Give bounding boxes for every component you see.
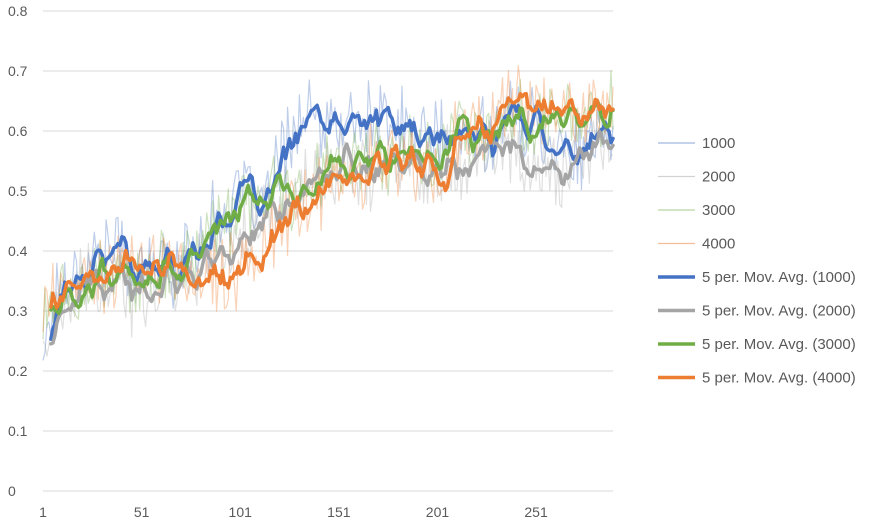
series-line-1000 bbox=[42, 79, 614, 361]
legend-label: 3000 bbox=[702, 202, 735, 219]
legend-label: 2000 bbox=[702, 169, 735, 186]
y-tick-label: 0.5 bbox=[8, 183, 28, 199]
legend: 1000 2000 3000 4000 5 per. Mov. Avg. (1000) 5… bbox=[658, 135, 856, 387]
legend-label: 5 per. Mov. Avg. (3000) bbox=[702, 336, 856, 353]
legend-label: 5 per. Mov. Avg. (2000) bbox=[702, 303, 856, 320]
y-tick-label: 0.4 bbox=[8, 243, 28, 259]
x-tick-label: 51 bbox=[134, 504, 150, 520]
legend-label: 5 per. Mov. Avg. (1000) bbox=[702, 269, 856, 286]
y-tick-label: 0.2 bbox=[8, 363, 28, 379]
y-tick-label: 0.7 bbox=[8, 63, 28, 79]
legend-label: 1000 bbox=[702, 135, 735, 152]
legend-label: 4000 bbox=[702, 236, 735, 253]
raw-series-layer bbox=[42, 65, 614, 361]
y-tick-label: 0.3 bbox=[8, 303, 28, 319]
y-tick-label: 0.6 bbox=[8, 123, 28, 139]
axes: 00.10.20.30.40.50.60.70.81 51 101 151 201 251 bbox=[8, 3, 613, 520]
x-tick-label: 251 bbox=[524, 504, 548, 520]
gridlines bbox=[43, 10, 613, 432]
moving-average-layer bbox=[49, 92, 615, 346]
y-tick-label: 0.1 bbox=[8, 423, 28, 439]
moving-average-line bbox=[49, 92, 615, 310]
legend-label: 5 per. Mov. Avg. (4000) bbox=[702, 370, 856, 387]
y-tick-label: 0 bbox=[8, 483, 16, 499]
x-tick-label: 1 bbox=[39, 504, 47, 520]
moving-average-line bbox=[49, 98, 615, 316]
y-tick-label: 0.8 bbox=[8, 3, 28, 19]
x-tick-label: 101 bbox=[229, 504, 253, 520]
x-tick-label: 201 bbox=[426, 504, 450, 520]
x-tick-label: 151 bbox=[327, 504, 351, 520]
